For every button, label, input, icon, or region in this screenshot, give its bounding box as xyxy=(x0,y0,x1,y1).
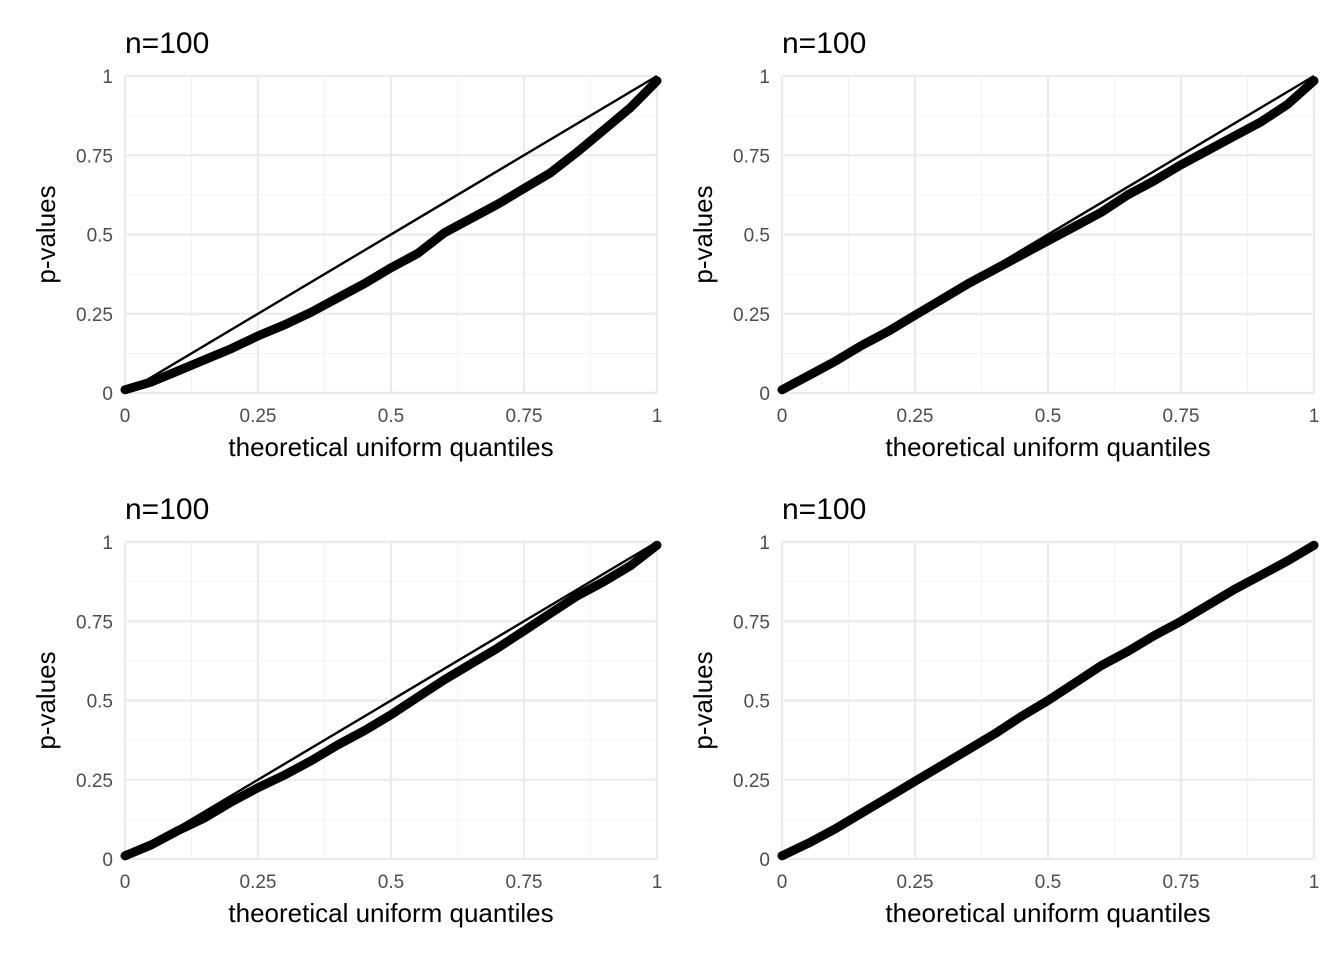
qq-series-line xyxy=(777,76,1319,395)
qq-panel-4: 0 0.25 0.5 0.75 1 0 0.25 0.5 0.75 1 n=100 theoretic… xyxy=(688,493,1319,928)
x-tick-label: 1 xyxy=(652,872,663,893)
y-tick-label: 0.5 xyxy=(744,226,770,247)
x-tick-label: 0.5 xyxy=(378,406,404,427)
x-tick-label: 0.75 xyxy=(506,406,543,427)
x-tick-label: 0.5 xyxy=(378,872,404,893)
y-tick-label: 0.75 xyxy=(76,146,113,167)
y-tick-label: 0.5 xyxy=(87,226,113,247)
y-axis-label: p-values xyxy=(31,185,61,283)
qq-series-line xyxy=(120,76,662,395)
y-tick-label: 0.75 xyxy=(733,146,770,167)
x-tick-label: 0 xyxy=(120,872,131,893)
y-tick-label: 0.5 xyxy=(87,692,113,713)
y-tick-label: 0 xyxy=(102,850,113,871)
major-grid xyxy=(780,540,1316,861)
x-axis-label: theoretical uniform quantiles xyxy=(885,432,1210,462)
x-tick-label: 0.25 xyxy=(240,872,277,893)
y-tick-label: 0.25 xyxy=(733,305,770,326)
y-tick-label: 0 xyxy=(102,384,113,405)
x-tick-label: 0.75 xyxy=(1163,872,1200,893)
y-tick-label: 0.75 xyxy=(76,612,113,633)
x-tick-label: 0 xyxy=(777,872,788,893)
y-tick-label: 0.5 xyxy=(744,692,770,713)
reference-line xyxy=(124,74,658,395)
y-tick-label: 1 xyxy=(102,67,113,88)
chart-title: n=100 xyxy=(782,27,866,60)
x-tick-label: 1 xyxy=(1309,406,1320,427)
y-tick-label: 0 xyxy=(759,384,770,405)
y-tick-label: 0.75 xyxy=(733,612,770,633)
major-grid xyxy=(123,74,659,395)
y-tick-label: 0 xyxy=(759,850,770,871)
x-tick-label: 0.5 xyxy=(1035,872,1061,893)
qq-panel-3: 0 0.25 0.5 0.75 1 0 0.25 0.5 0.75 1 n=100 theoretic… xyxy=(31,493,662,928)
y-axis-label: p-values xyxy=(688,651,718,749)
x-tick-label: 0 xyxy=(777,406,788,427)
qq-series-line xyxy=(120,540,662,861)
y-tick-label: 0.25 xyxy=(733,771,770,792)
x-tick-label: 0.75 xyxy=(1163,406,1200,427)
y-tick-label: 0.25 xyxy=(76,771,113,792)
chart-title: n=100 xyxy=(125,27,209,60)
x-axis-label: theoretical uniform quantiles xyxy=(885,898,1210,928)
x-tick-label: 1 xyxy=(652,406,663,427)
y-tick-label: 1 xyxy=(102,533,113,554)
y-axis-label: p-values xyxy=(31,651,61,749)
x-tick-label: 1 xyxy=(1309,872,1320,893)
chart-title: n=100 xyxy=(125,493,209,526)
x-axis-label: theoretical uniform quantiles xyxy=(228,898,553,928)
qq-series-line xyxy=(777,540,1319,861)
qq-panel-1: 0 0.25 0.5 0.75 1 0 0.25 0.5 0.75 1 n=100 theoretic… xyxy=(31,27,662,462)
x-tick-label: 0.5 xyxy=(1035,406,1061,427)
y-axis-label: p-values xyxy=(688,185,718,283)
x-tick-label: 0.25 xyxy=(240,406,277,427)
qq-panel-2: 0 0.25 0.5 0.75 1 0 0.25 0.5 0.75 1 n=100 theoretic… xyxy=(688,27,1319,462)
y-tick-label: 1 xyxy=(759,67,770,88)
x-tick-label: 0.25 xyxy=(897,872,934,893)
y-tick-label: 0.25 xyxy=(76,305,113,326)
x-axis-label: theoretical uniform quantiles xyxy=(228,432,553,462)
x-tick-label: 0.25 xyxy=(897,406,934,427)
y-tick-label: 1 xyxy=(759,533,770,554)
x-tick-label: 0 xyxy=(120,406,131,427)
reference-line xyxy=(124,540,658,861)
chart-title: n=100 xyxy=(782,493,866,526)
x-tick-label: 0.75 xyxy=(506,872,543,893)
